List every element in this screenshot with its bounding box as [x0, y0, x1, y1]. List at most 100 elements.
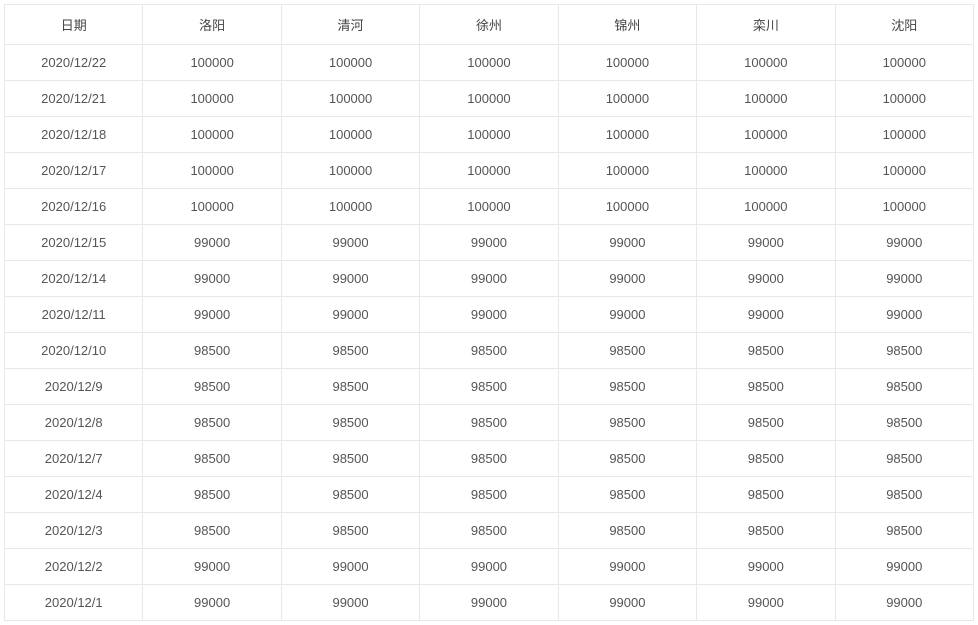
table-row: 2020/12/4985009850098500985009850098500 — [5, 477, 974, 513]
value-cell: 98500 — [143, 333, 281, 369]
value-cell: 98500 — [697, 405, 835, 441]
value-cell: 100000 — [420, 45, 558, 81]
value-cell: 100000 — [143, 153, 281, 189]
value-cell: 99000 — [143, 297, 281, 333]
value-cell: 100000 — [558, 45, 696, 81]
value-cell: 99000 — [697, 585, 835, 621]
value-cell: 100000 — [558, 153, 696, 189]
value-cell: 98500 — [420, 405, 558, 441]
value-cell: 99000 — [697, 225, 835, 261]
value-cell: 99000 — [835, 225, 973, 261]
date-cell: 2020/12/3 — [5, 513, 143, 549]
value-cell: 98500 — [697, 333, 835, 369]
value-cell: 99000 — [835, 549, 973, 585]
date-cell: 2020/12/21 — [5, 81, 143, 117]
value-cell: 99000 — [558, 261, 696, 297]
value-cell: 98500 — [835, 513, 973, 549]
value-cell: 99000 — [281, 297, 419, 333]
table-row: 2020/12/15990009900099000990009900099000 — [5, 225, 974, 261]
value-cell: 98500 — [281, 405, 419, 441]
value-cell: 99000 — [281, 225, 419, 261]
value-cell: 99000 — [143, 225, 281, 261]
value-cell: 100000 — [143, 81, 281, 117]
value-cell: 98500 — [420, 441, 558, 477]
column-header: 栾川 — [697, 5, 835, 45]
date-cell: 2020/12/11 — [5, 297, 143, 333]
value-cell: 98500 — [143, 513, 281, 549]
value-cell: 100000 — [558, 117, 696, 153]
table-row: 2020/12/2990009900099000990009900099000 — [5, 549, 974, 585]
value-cell: 100000 — [558, 81, 696, 117]
value-cell: 98500 — [420, 513, 558, 549]
table-row: 2020/12/8985009850098500985009850098500 — [5, 405, 974, 441]
date-cell: 2020/12/17 — [5, 153, 143, 189]
value-cell: 99000 — [420, 261, 558, 297]
value-cell: 98500 — [558, 477, 696, 513]
value-cell: 100000 — [143, 45, 281, 81]
value-cell: 99000 — [420, 297, 558, 333]
value-cell: 100000 — [143, 117, 281, 153]
price-data-table: 日期 洛阳 清河 徐州 锦州 栾川 沈阳 2020/12/22100000100… — [4, 4, 974, 621]
value-cell: 99000 — [420, 585, 558, 621]
value-cell: 100000 — [281, 81, 419, 117]
value-cell: 100000 — [420, 117, 558, 153]
value-cell: 98500 — [558, 441, 696, 477]
value-cell: 99000 — [143, 549, 281, 585]
value-cell: 99000 — [281, 549, 419, 585]
value-cell: 100000 — [835, 45, 973, 81]
date-cell: 2020/12/9 — [5, 369, 143, 405]
value-cell: 98500 — [697, 477, 835, 513]
date-cell: 2020/12/2 — [5, 549, 143, 585]
value-cell: 99000 — [558, 297, 696, 333]
date-cell: 2020/12/18 — [5, 117, 143, 153]
value-cell: 98500 — [558, 333, 696, 369]
value-cell: 100000 — [835, 153, 973, 189]
value-cell: 98500 — [835, 333, 973, 369]
value-cell: 100000 — [558, 189, 696, 225]
column-header: 沈阳 — [835, 5, 973, 45]
table-row: 2020/12/21100000100000100000100000100000… — [5, 81, 974, 117]
value-cell: 100000 — [697, 117, 835, 153]
table-row: 2020/12/3985009850098500985009850098500 — [5, 513, 974, 549]
column-header: 日期 — [5, 5, 143, 45]
value-cell: 98500 — [835, 477, 973, 513]
value-cell: 98500 — [143, 369, 281, 405]
value-cell: 98500 — [281, 369, 419, 405]
value-cell: 98500 — [835, 441, 973, 477]
value-cell: 100000 — [281, 189, 419, 225]
value-cell: 98500 — [558, 369, 696, 405]
value-cell: 98500 — [697, 513, 835, 549]
table-row: 2020/12/9985009850098500985009850098500 — [5, 369, 974, 405]
column-header: 洛阳 — [143, 5, 281, 45]
value-cell: 100000 — [420, 81, 558, 117]
value-cell: 98500 — [558, 513, 696, 549]
value-cell: 99000 — [558, 549, 696, 585]
value-cell: 98500 — [835, 369, 973, 405]
value-cell: 100000 — [835, 117, 973, 153]
value-cell: 100000 — [697, 81, 835, 117]
value-cell: 100000 — [143, 189, 281, 225]
date-cell: 2020/12/16 — [5, 189, 143, 225]
table-row: 2020/12/22100000100000100000100000100000… — [5, 45, 974, 81]
value-cell: 98500 — [281, 333, 419, 369]
table-row: 2020/12/11990009900099000990009900099000 — [5, 297, 974, 333]
value-cell: 98500 — [697, 441, 835, 477]
column-header: 锦州 — [558, 5, 696, 45]
value-cell: 98500 — [281, 477, 419, 513]
table-row: 2020/12/16100000100000100000100000100000… — [5, 189, 974, 225]
value-cell: 98500 — [281, 513, 419, 549]
value-cell: 100000 — [420, 153, 558, 189]
value-cell: 98500 — [835, 405, 973, 441]
date-cell: 2020/12/4 — [5, 477, 143, 513]
value-cell: 99000 — [281, 261, 419, 297]
value-cell: 100000 — [281, 117, 419, 153]
value-cell: 100000 — [281, 153, 419, 189]
date-cell: 2020/12/8 — [5, 405, 143, 441]
table-row: 2020/12/17100000100000100000100000100000… — [5, 153, 974, 189]
value-cell: 100000 — [835, 81, 973, 117]
date-cell: 2020/12/1 — [5, 585, 143, 621]
value-cell: 98500 — [143, 405, 281, 441]
value-cell: 99000 — [835, 297, 973, 333]
value-cell: 100000 — [420, 189, 558, 225]
value-cell: 99000 — [420, 225, 558, 261]
